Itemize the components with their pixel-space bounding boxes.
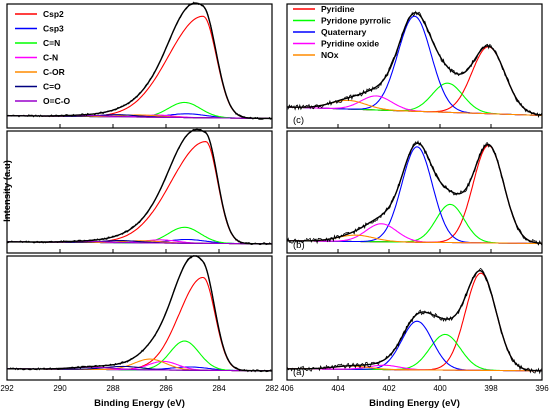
legend-entry: Csp2 xyxy=(43,9,64,19)
legend-entry: Pyridine xyxy=(321,4,355,14)
legend-entry: C=O xyxy=(43,82,61,92)
panel-frame xyxy=(6,3,273,129)
x-tick-label: 292 xyxy=(0,384,14,393)
raw-spectrum-line xyxy=(286,140,543,246)
x-tick-label: 404 xyxy=(331,384,345,393)
legend-entry: NOx xyxy=(321,50,339,60)
sample-label: (a) xyxy=(293,367,305,378)
component-peak-pyridine-oxide xyxy=(286,95,543,117)
legend-entry: C-N xyxy=(43,53,58,63)
spectrum-panel xyxy=(6,1,273,129)
legend-entry: Csp3 xyxy=(43,24,64,34)
fit-envelope-line xyxy=(287,142,543,244)
legend-entry: C=N xyxy=(43,38,60,48)
c1s-panel-stack: 292 290 288 286 284 282 Binding Energy (eV) Csp… xyxy=(0,1,279,409)
x-tick-label: 286 xyxy=(159,384,173,393)
spectrum-panel xyxy=(6,255,273,381)
x-tick-label: 400 xyxy=(433,384,447,393)
x-tick-label: 284 xyxy=(212,384,226,393)
spectrum-panel xyxy=(6,128,273,254)
panel-frame xyxy=(286,255,543,381)
x-tick-label: 402 xyxy=(382,384,396,393)
sample-label: (c) xyxy=(293,115,304,126)
fit-envelope-line xyxy=(287,270,542,372)
component-peak-csp2 xyxy=(7,141,272,245)
x-tick-label: 288 xyxy=(106,384,120,393)
y-axis-title: Intensity (a.u) xyxy=(2,160,13,222)
raw-spectrum-line xyxy=(286,10,543,118)
component-peak-pyridone-pyrrolic xyxy=(287,203,542,245)
component-peak-quaternary xyxy=(287,146,542,245)
raw-spectrum-line xyxy=(286,267,543,375)
raw-spectrum-line xyxy=(6,255,273,373)
panel-frame xyxy=(286,130,543,254)
x-tick-label: 398 xyxy=(484,384,498,393)
legend-entry: C-OR xyxy=(43,67,65,77)
x-tick-label: 406 xyxy=(280,384,294,393)
spectrum-panel: (a) xyxy=(286,255,543,381)
n1s-panel-stack: (c) (b) (a) 406 404 402 400 398 396 Binding Energ… xyxy=(280,3,549,409)
panel-frame xyxy=(286,3,543,129)
spectrum-panel: (c) xyxy=(286,3,543,129)
component-peak-csp2 xyxy=(7,276,272,372)
x-tick-label: 396 xyxy=(535,384,549,393)
legend-entry: Pyridone pyrrolic xyxy=(321,16,391,26)
spectrum-panel: (b) xyxy=(286,130,543,254)
raw-spectrum-line xyxy=(6,1,273,120)
component-peak-pyridine xyxy=(287,144,543,244)
x-tick-label: 290 xyxy=(53,384,67,393)
x-tick-label: 282 xyxy=(265,384,279,393)
component-peak-quaternary xyxy=(287,320,542,372)
legend: Csp2 Csp3 C=N C-N C-OR C=O O=C-O xyxy=(15,9,71,106)
x-axis-title: Binding Energy (eV) xyxy=(94,398,185,409)
panel-frame xyxy=(6,130,273,254)
panel-frame xyxy=(6,255,273,381)
raw-spectrum-line xyxy=(6,128,273,246)
x-axis-title: Binding Energy (eV) xyxy=(369,398,460,409)
legend-entry: O=C-O xyxy=(43,96,71,106)
legend-entry: Pyridine oxide xyxy=(321,39,379,49)
legend-entry: Quaternary xyxy=(321,27,367,37)
sample-label: (b) xyxy=(293,240,305,251)
